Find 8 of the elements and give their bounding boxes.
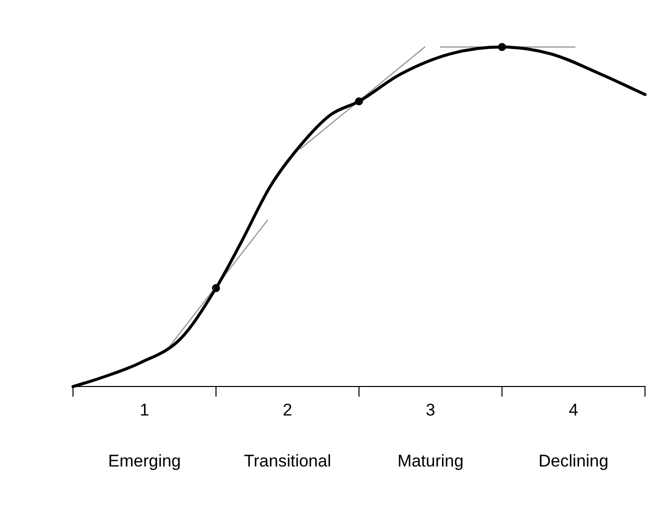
x-tick-label: 1 xyxy=(140,400,150,420)
x-tick-label: 3 xyxy=(426,400,436,420)
text: Transitional xyxy=(244,451,332,470)
text: Emerging xyxy=(108,451,181,470)
x-tick-label: 4 xyxy=(568,400,578,420)
text: Maturing xyxy=(397,451,464,470)
x-tick-label: 2 xyxy=(282,400,292,420)
text: Declining xyxy=(538,451,608,470)
